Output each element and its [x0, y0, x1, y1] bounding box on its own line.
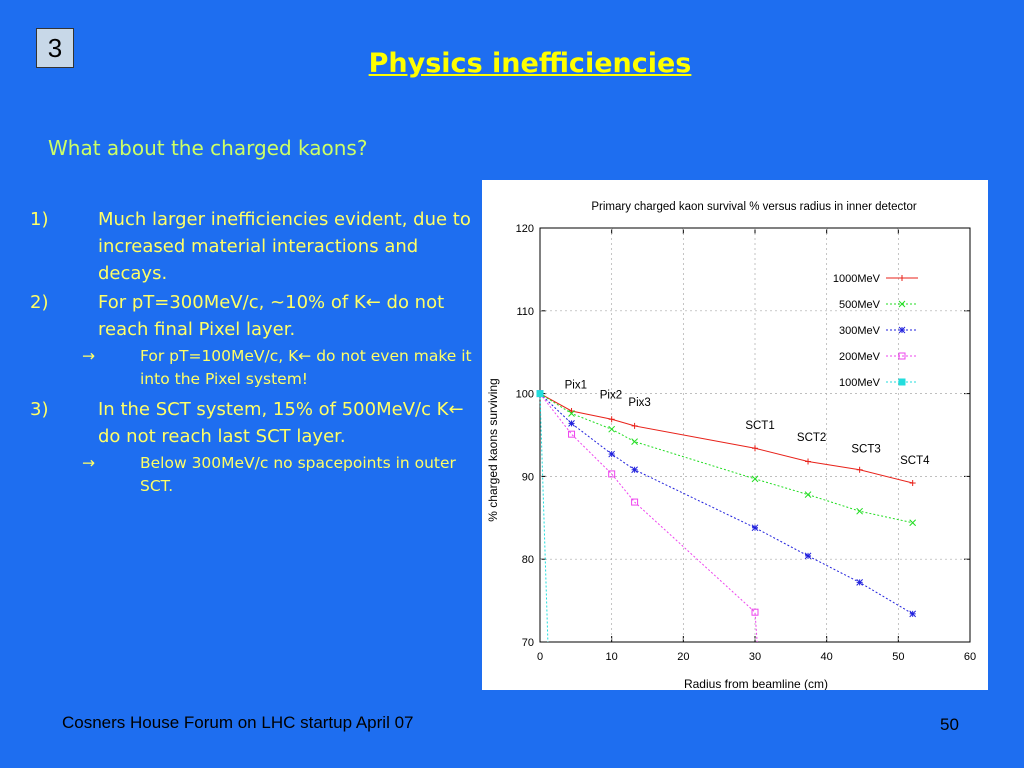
legend-marker-1000MeV	[899, 275, 905, 281]
y-tick-label: 80	[522, 554, 534, 566]
series-line-500MeV	[539, 393, 913, 524]
legend-marker-500MeV	[898, 300, 906, 308]
data-point-300MeV	[909, 610, 917, 618]
data-point-500MeV	[909, 519, 917, 527]
legend-label-100MeV: 100MeV	[839, 377, 881, 389]
bullet-text: In the SCT system, 15% of 500MeV/c K← do…	[98, 399, 464, 447]
y-tick-label: 70	[522, 637, 534, 649]
sub-bullet-item-2: → Below 300MeV/c no spacepoints in outer…	[30, 452, 480, 498]
bullet-text: Much larger inefficiencies evident, due …	[98, 209, 471, 284]
data-point-300MeV	[608, 450, 616, 458]
arrow-icon: →	[82, 347, 95, 365]
data-point-100MeV	[536, 390, 544, 398]
x-tick-label: 40	[821, 651, 833, 663]
layer-annotation: SCT1	[745, 420, 774, 432]
x-tick-label: 30	[749, 651, 761, 663]
layer-annotation: SCT3	[851, 443, 880, 455]
legend-label-200MeV: 200MeV	[839, 351, 881, 363]
page-title: Physics inefficiencies	[368, 48, 692, 79]
bullet-item-1: 1) Much larger inefficiencies evident, d…	[30, 206, 480, 287]
layer-annotation: SCT2	[797, 432, 826, 444]
legend-label-300MeV: 300MeV	[839, 325, 881, 337]
data-point-500MeV	[751, 475, 759, 483]
data-point-300MeV	[631, 466, 638, 474]
data-point-1000MeV	[631, 422, 638, 429]
data-point-1000MeV	[909, 480, 916, 487]
data-point-300MeV	[568, 420, 575, 427]
data-point-300MeV	[804, 552, 812, 560]
series-line-1000MeV	[539, 393, 913, 484]
x-tick-label: 20	[677, 651, 689, 663]
chart-title: Primary charged kaon survival % versus r…	[591, 201, 917, 213]
data-point-200MeV	[631, 498, 639, 506]
bullet-item-2: 2) For pT=300MeV/c, ~10% of K← do not re…	[30, 289, 480, 343]
data-point-1000MeV	[608, 416, 615, 423]
layer-annotation: SCT4	[900, 455, 930, 467]
bullet-list: 1) Much larger inefficiencies evident, d…	[30, 206, 480, 503]
data-point-300MeV	[856, 579, 863, 586]
data-point-1000MeV	[805, 458, 812, 465]
chart-panel: Primary charged kaon survival % versus r…	[482, 180, 988, 691]
data-point-200MeV	[608, 470, 616, 478]
legend-marker-300MeV	[898, 326, 906, 334]
y-tick-label: 100	[516, 389, 534, 401]
y-tick-label: 110	[516, 306, 534, 318]
footer-text: Cosners House Forum on LHC startup April…	[62, 713, 414, 732]
kaon-survival-chart: Primary charged kaon survival % versus r…	[486, 201, 976, 691]
bullet-number: 1)	[30, 209, 49, 230]
legend-label-1000MeV: 1000MeV	[833, 273, 881, 285]
data-point-200MeV	[751, 608, 759, 616]
layer-annotation: Pix2	[600, 390, 622, 402]
legend-label-500MeV: 500MeV	[839, 299, 881, 311]
sub-bullet-item-1: → For pT=100MeV/c, K← do not even make i…	[30, 345, 480, 391]
subtitle: What about the charged kaons?	[48, 136, 368, 160]
layer-annotation: Pix3	[628, 397, 650, 409]
x-tick-label: 50	[892, 651, 904, 663]
data-point-1000MeV	[752, 445, 758, 452]
bullet-item-3: 3) In the SCT system, 15% of 500MeV/c K←…	[30, 396, 480, 450]
sub-bullet-text: Below 300MeV/c no spacepoints in outer S…	[140, 454, 456, 495]
data-point-500MeV	[631, 438, 638, 445]
bullet-text: For pT=300MeV/c, ~10% of K← do not reach…	[98, 292, 445, 340]
bullet-number: 2)	[30, 292, 49, 313]
legend-marker-100MeV	[898, 378, 906, 386]
x-tick-label: 0	[537, 651, 543, 663]
y-axis-label: % charged kaons surviving	[486, 378, 500, 521]
slide-number-box: 3	[36, 28, 74, 68]
x-tick-label: 60	[964, 651, 976, 663]
x-axis-label: Radius from beamline (cm)	[684, 677, 828, 690]
data-point-500MeV	[568, 410, 575, 417]
data-point-1000MeV	[856, 466, 863, 473]
data-point-500MeV	[804, 491, 812, 498]
series-line-100MeV	[539, 393, 549, 643]
arrow-icon: →	[82, 454, 95, 472]
sub-bullet-text: For pT=100MeV/c, K← do not even make it …	[140, 347, 472, 388]
data-point-500MeV	[608, 425, 616, 433]
data-point-200MeV	[568, 430, 576, 438]
layer-annotation: Pix1	[565, 380, 587, 392]
data-point-500MeV	[856, 507, 863, 515]
footer-page-number: 50	[940, 715, 959, 734]
y-tick-label: 90	[522, 471, 534, 483]
series-line-300MeV	[539, 393, 913, 615]
series-line-200MeV	[539, 393, 758, 643]
data-point-300MeV	[751, 524, 759, 532]
legend-marker-200MeV	[898, 352, 906, 360]
x-tick-label: 10	[606, 651, 618, 663]
y-tick-label: 120	[516, 223, 534, 235]
bullet-number: 3)	[30, 399, 49, 420]
